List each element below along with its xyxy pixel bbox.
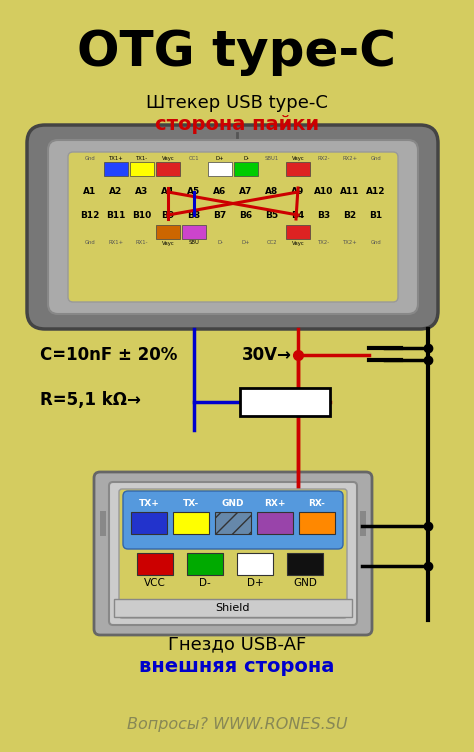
Text: SBU: SBU: [189, 241, 200, 245]
Text: Gnd: Gnd: [371, 156, 382, 161]
Bar: [234, 162, 258, 176]
Bar: [137, 553, 173, 575]
Text: внешняя сторона: внешняя сторона: [139, 656, 335, 675]
Text: 30V→: 30V→: [242, 346, 292, 364]
Text: GND: GND: [222, 499, 244, 508]
Text: B1: B1: [369, 211, 383, 220]
Text: OTG type-C: OTG type-C: [78, 28, 396, 76]
Text: RX1+: RX1+: [109, 241, 124, 245]
Text: A6: A6: [213, 187, 227, 196]
Bar: [104, 162, 128, 176]
Text: RX-: RX-: [309, 499, 326, 508]
Bar: [208, 162, 232, 176]
Text: B7: B7: [213, 211, 227, 220]
Text: D+: D+: [246, 578, 264, 588]
Text: Shield: Shield: [216, 603, 250, 613]
Text: R=5,1 kΩ→: R=5,1 kΩ→: [40, 391, 141, 409]
Bar: [237, 553, 273, 575]
Text: RX1-: RX1-: [136, 241, 148, 245]
Text: GND: GND: [293, 578, 317, 588]
Text: A4: A4: [161, 187, 175, 196]
Bar: [182, 225, 206, 239]
Text: B6: B6: [239, 211, 253, 220]
Text: Gnd: Gnd: [85, 241, 95, 245]
Bar: [156, 162, 180, 176]
Bar: [156, 225, 180, 239]
Bar: [131, 512, 167, 534]
Bar: [173, 512, 209, 534]
Text: B10: B10: [132, 211, 152, 220]
Text: A11: A11: [340, 187, 360, 196]
Text: B8: B8: [187, 211, 201, 220]
Text: B11: B11: [106, 211, 126, 220]
Bar: [240, 388, 330, 416]
Bar: [299, 512, 335, 534]
FancyBboxPatch shape: [119, 489, 347, 618]
Text: B12: B12: [80, 211, 100, 220]
Bar: [114, 599, 352, 617]
Text: A10: A10: [314, 187, 334, 196]
Text: Vвус: Vвус: [162, 241, 174, 245]
Text: A1: A1: [83, 187, 97, 196]
FancyBboxPatch shape: [48, 140, 418, 314]
Text: RX+: RX+: [264, 499, 286, 508]
Bar: [286, 162, 310, 176]
Text: сторона пайки: сторона пайки: [155, 114, 319, 134]
Text: TX2-: TX2-: [318, 241, 330, 245]
Text: A12: A12: [366, 187, 386, 196]
FancyBboxPatch shape: [68, 152, 398, 302]
Text: D-: D-: [199, 578, 211, 588]
Text: SBU1: SBU1: [265, 156, 279, 161]
Text: TX-: TX-: [183, 499, 199, 508]
Text: Vвус: Vвус: [162, 156, 174, 161]
Text: Gnd: Gnd: [85, 156, 95, 161]
Text: Вопросы? WWW.RONES.SU: Вопросы? WWW.RONES.SU: [127, 717, 347, 732]
Text: RX2-: RX2-: [318, 156, 330, 161]
Bar: [287, 553, 323, 575]
Text: D+: D+: [242, 241, 250, 245]
Text: A9: A9: [292, 187, 305, 196]
Text: D-: D-: [243, 156, 249, 161]
Text: A8: A8: [265, 187, 279, 196]
Text: D+: D+: [216, 156, 224, 161]
Text: B4: B4: [292, 211, 305, 220]
Text: A5: A5: [187, 187, 201, 196]
Text: CC2: CC2: [267, 241, 277, 245]
Text: Gnd: Gnd: [371, 241, 382, 245]
Bar: [360, 511, 366, 536]
Text: C=10nF ± 20%: C=10nF ± 20%: [40, 346, 177, 364]
Text: A2: A2: [109, 187, 123, 196]
Text: TX1-: TX1-: [136, 156, 148, 161]
Bar: [286, 225, 310, 239]
Text: Штекер USB type-C: Штекер USB type-C: [146, 94, 328, 112]
FancyBboxPatch shape: [123, 491, 343, 549]
Text: B9: B9: [161, 211, 174, 220]
Text: VCC: VCC: [144, 578, 166, 588]
Text: A3: A3: [136, 187, 149, 196]
Bar: [187, 553, 223, 575]
FancyBboxPatch shape: [94, 472, 372, 635]
Bar: [215, 512, 251, 534]
Text: Vвус: Vвус: [292, 156, 304, 161]
Bar: [130, 162, 155, 176]
Text: A7: A7: [239, 187, 253, 196]
Text: Vвус: Vвус: [292, 241, 304, 245]
Text: Гнездо USB-AF: Гнездо USB-AF: [168, 635, 306, 653]
Text: CC1: CC1: [189, 156, 200, 161]
FancyBboxPatch shape: [109, 482, 357, 625]
Bar: [257, 512, 293, 534]
Text: D-: D-: [217, 241, 223, 245]
Text: B2: B2: [344, 211, 356, 220]
FancyBboxPatch shape: [27, 125, 438, 329]
Text: TX2+: TX2+: [343, 241, 357, 245]
Bar: [100, 511, 106, 536]
Text: B3: B3: [318, 211, 330, 220]
Text: RX2+: RX2+: [343, 156, 357, 161]
Text: TX1+: TX1+: [109, 156, 123, 161]
Text: TX+: TX+: [138, 499, 159, 508]
Text: B5: B5: [265, 211, 279, 220]
